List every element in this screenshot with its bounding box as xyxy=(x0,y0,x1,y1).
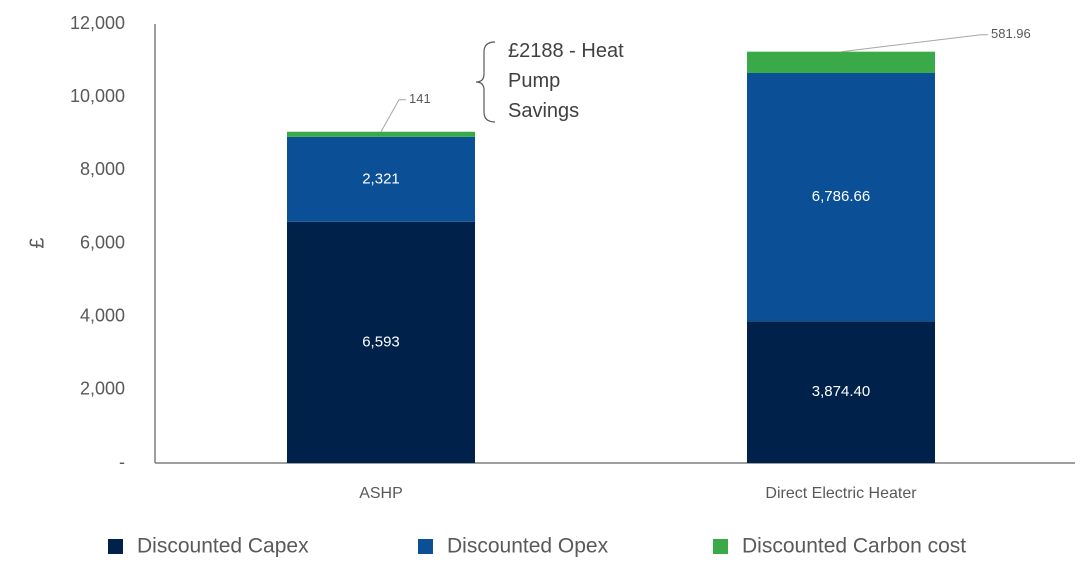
y-tick-label: 10,000 xyxy=(70,86,125,106)
y-axis-label: £ xyxy=(26,237,48,248)
data-label: 581.96 xyxy=(991,26,1031,41)
annotation: £2188 - Heat Pump Savings xyxy=(508,40,624,122)
legend-swatch xyxy=(713,539,728,554)
leader-line xyxy=(840,34,988,53)
data-label: 2,321 xyxy=(362,170,400,187)
legend-swatch xyxy=(108,539,123,554)
bar-segment xyxy=(287,136,475,222)
y-tick-label: 6,000 xyxy=(80,232,125,252)
y-tick-label: - xyxy=(119,452,125,472)
x-tick-label: Direct Electric Heater xyxy=(765,485,917,502)
y-tick-label: 8,000 xyxy=(80,159,125,179)
bar-segment xyxy=(287,221,475,463)
y-tick-label: 4,000 xyxy=(80,305,125,325)
data-label: 6,786.66 xyxy=(812,188,870,205)
data-label: 141 xyxy=(409,91,431,106)
data-label: 6,593 xyxy=(362,333,400,350)
data-label: 3,874.40 xyxy=(812,383,870,400)
legend-swatch xyxy=(418,539,433,554)
bar-segment xyxy=(747,321,935,463)
legend-label: Discounted Carbon cost xyxy=(742,535,966,558)
bar-segment xyxy=(747,72,935,322)
y-tick-label: 12,000 xyxy=(70,13,125,33)
bar-segment xyxy=(747,51,935,73)
bar-segment xyxy=(287,131,475,137)
legend-label: Discounted Capex xyxy=(137,535,309,558)
legend-label: Discounted Opex xyxy=(447,535,609,558)
brace xyxy=(475,41,496,123)
leader-line xyxy=(380,99,406,132)
y-tick-label: 2,000 xyxy=(80,379,125,399)
x-tick-label: ASHP xyxy=(359,485,403,502)
